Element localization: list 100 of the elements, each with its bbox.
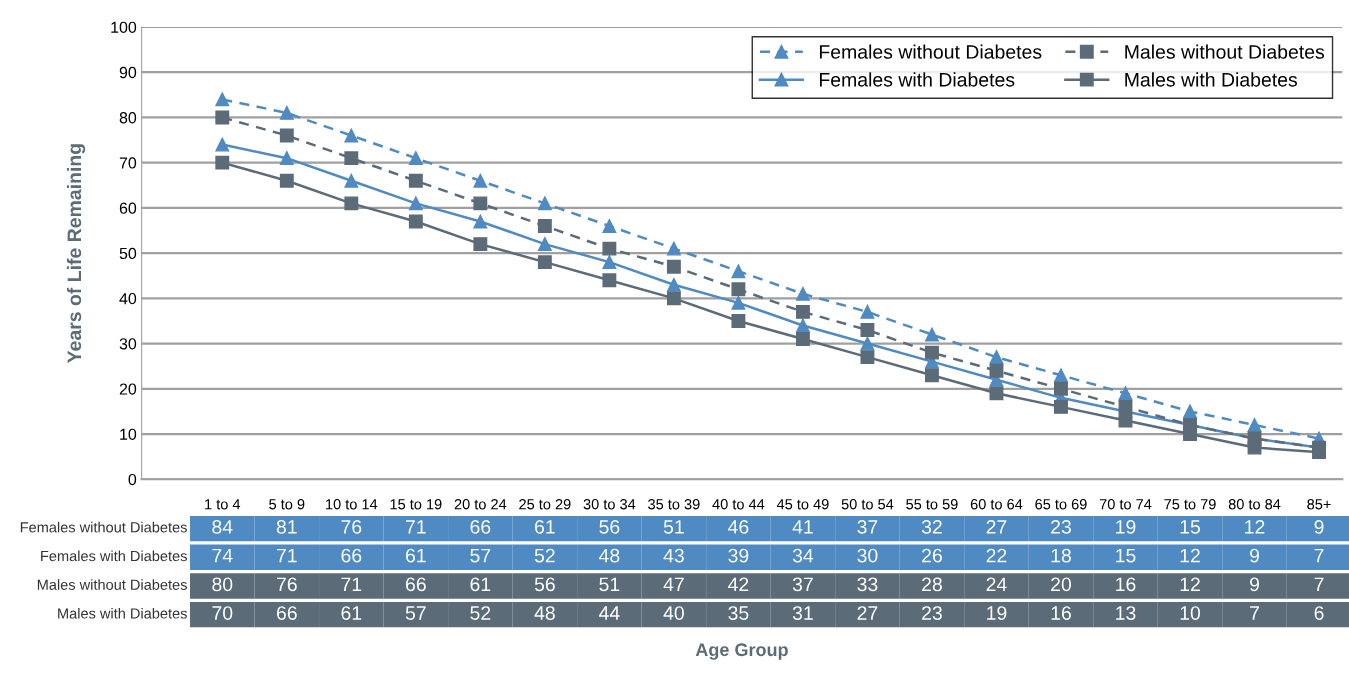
- y-tick-label: 20: [119, 383, 137, 395]
- point: [344, 173, 359, 188]
- point: [924, 368, 939, 383]
- data-label: 27: [857, 606, 878, 620]
- point: [344, 128, 359, 143]
- data-label: 39: [728, 548, 749, 563]
- data-label: 41: [792, 520, 813, 534]
- legend-label: Males with Diabetes: [1125, 72, 1298, 87]
- point: [473, 214, 488, 229]
- data-label: 10: [1180, 606, 1201, 620]
- x-tick-label: 55 to 59: [906, 499, 958, 510]
- data-label: 12: [1180, 577, 1200, 592]
- data-label: 37: [792, 577, 813, 592]
- point: [1118, 386, 1133, 401]
- data-label: 28: [922, 577, 942, 592]
- data-label: 31: [792, 606, 813, 620]
- point: [408, 151, 423, 166]
- data-label: 34: [792, 548, 814, 563]
- data-label: 26: [922, 548, 942, 563]
- point: [602, 255, 617, 270]
- data-label: 61: [535, 520, 555, 534]
- data-label: 19: [987, 606, 1007, 620]
- data-label: 18: [1051, 548, 1071, 563]
- data-label: 15: [1116, 548, 1136, 563]
- point: [666, 291, 681, 306]
- point: [602, 219, 617, 233]
- text: Females with Diabetes: [41, 550, 187, 562]
- point: [795, 318, 810, 333]
- point: [666, 277, 681, 292]
- point: [860, 323, 875, 337]
- data-label: 7: [1314, 577, 1324, 592]
- data-label: 71: [276, 548, 297, 563]
- data-label: 37: [857, 520, 878, 534]
- point: [537, 219, 552, 233]
- y-tick-label: 80: [119, 112, 137, 124]
- data-label: 24: [986, 577, 1007, 592]
- data-label: 20: [1051, 577, 1072, 592]
- point: [666, 241, 681, 256]
- point: [344, 196, 359, 211]
- point: [989, 386, 1004, 401]
- x-tick-label: 75 to 79: [1164, 499, 1216, 510]
- data-label: 57: [405, 606, 426, 620]
- text: Females without Diabetes: [20, 521, 187, 533]
- point: [989, 350, 1004, 365]
- data-label: 66: [341, 548, 362, 563]
- data-label: 13: [1116, 606, 1136, 620]
- data-label: 43: [663, 548, 684, 563]
- data-label: 27: [986, 520, 1007, 534]
- point: [344, 151, 359, 166]
- data-label: 42: [728, 577, 749, 592]
- point: [666, 259, 681, 274]
- point: [408, 173, 423, 188]
- point: [215, 92, 230, 107]
- text: Males without Diabetes: [37, 579, 187, 590]
- point: [1054, 399, 1068, 414]
- data-label: 48: [599, 548, 620, 563]
- data-label: 40: [663, 606, 684, 620]
- point: [279, 128, 294, 143]
- data-label: 66: [276, 606, 297, 620]
- y-tick-label: 90: [119, 66, 137, 79]
- data-label: 47: [663, 577, 684, 592]
- data-label: 71: [341, 577, 362, 592]
- data-label: 61: [470, 577, 491, 592]
- point: [279, 105, 294, 120]
- y-tick-label: 70: [119, 157, 137, 169]
- text: Males with Diabetes: [58, 607, 187, 619]
- point: [1247, 440, 1262, 455]
- point: [537, 196, 552, 211]
- point: [924, 327, 939, 342]
- x-tick-label: 5 to 9: [269, 499, 305, 510]
- y-tick-label: 60: [119, 202, 137, 214]
- data-label: 56: [599, 520, 620, 534]
- x-tick-label: 25 to 29: [519, 499, 571, 510]
- point: [731, 314, 746, 328]
- data-label: 9: [1250, 548, 1259, 563]
- data-label: 6: [1314, 606, 1324, 620]
- point: [473, 196, 488, 211]
- point: [279, 151, 294, 166]
- data-label: 57: [470, 548, 491, 563]
- point: [215, 110, 230, 125]
- point: [860, 350, 875, 365]
- data-label: 22: [986, 548, 1007, 563]
- data-label: 52: [534, 548, 555, 563]
- data-label: 30: [857, 548, 878, 563]
- x-tick-label: 15 to 19: [390, 499, 442, 510]
- point: [1054, 368, 1068, 383]
- point: [860, 336, 875, 351]
- data-label: 71: [406, 520, 426, 534]
- x-tick-label: 1 to 4: [205, 499, 241, 510]
- x-tick-label: 65 to 69: [1035, 499, 1087, 510]
- data-label: 33: [857, 577, 878, 592]
- point: [215, 155, 230, 170]
- data-label: 76: [276, 577, 297, 592]
- point: [473, 237, 488, 252]
- data-label: 9: [1250, 577, 1259, 592]
- data-label: 81: [276, 520, 297, 534]
- x-tick-label: 40 to 44: [712, 499, 765, 510]
- legend-label: Females without Diabetes: [819, 44, 1042, 59]
- data-label: 76: [341, 520, 362, 534]
- data-label: 12: [1180, 548, 1200, 563]
